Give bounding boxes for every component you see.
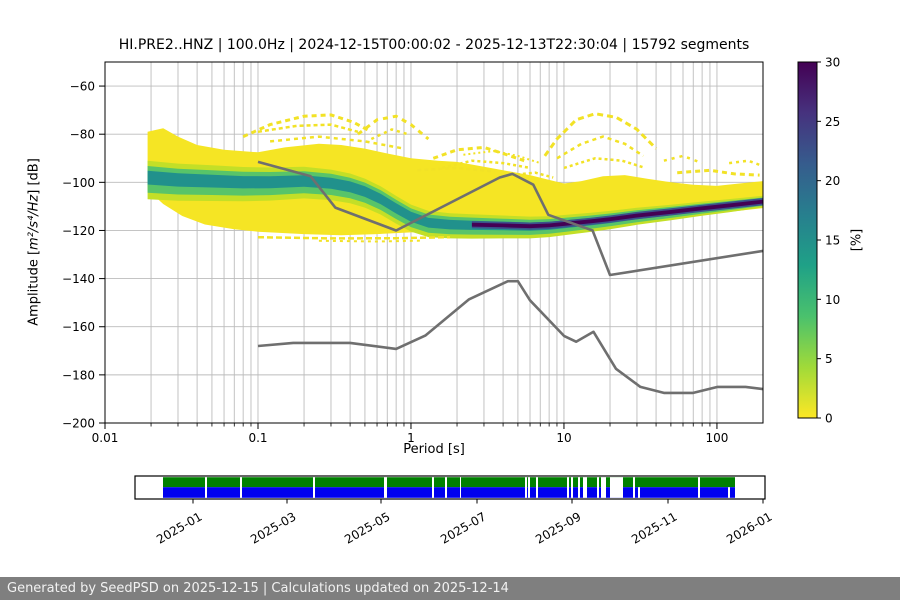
- date-tick-label: 2025-01: [154, 509, 204, 546]
- ppsd-density: [147, 128, 764, 239]
- date-tick-label: 2025-11: [629, 509, 679, 546]
- colorbar: 0 5 10 15 20 25 30: [797, 56, 840, 426]
- y-tick-label: −180: [62, 368, 95, 382]
- availability-gap: [432, 477, 434, 498]
- date-tick-label: 2025-09: [533, 509, 583, 546]
- date-tick-label: 2026-01: [724, 509, 774, 546]
- availability-gap: [698, 477, 700, 498]
- x-tick-label: 0.1: [248, 431, 267, 445]
- x-axis-label: Period [s]: [403, 442, 465, 457]
- colorbar-tick-label: 25: [825, 115, 840, 129]
- chart-title: HI.PRE2..HNZ | 100.0Hz | 2024-12-15T00:0…: [118, 37, 750, 53]
- ppsd-speckles: [242, 112, 762, 243]
- availability-gap-blue: [728, 487, 730, 498]
- colorbar-tick-label: 20: [825, 174, 840, 188]
- availability-bar: 2025-01 2025-03 2025-05 2025-07 2025-09 2025-…: [134, 475, 775, 547]
- availability-gap-blue: [638, 487, 640, 498]
- y-tick-label: −160: [62, 320, 95, 334]
- availability-gap: [610, 477, 623, 498]
- y-tick-label: −100: [62, 176, 95, 190]
- availability-gap: [567, 477, 569, 498]
- availability-gap: [313, 477, 315, 498]
- x-tick-label: 1: [407, 431, 415, 445]
- x-tick-label: 100: [705, 431, 728, 445]
- date-tick-label: 2025-03: [248, 509, 298, 546]
- colorbar-tick-label: 10: [825, 293, 840, 307]
- date-tick-label: 2025-07: [438, 509, 488, 546]
- availability-gap: [460, 477, 461, 498]
- y-tick-label: −140: [62, 272, 95, 286]
- availability-gap: [528, 477, 530, 498]
- x-tick-label: 0.01: [92, 431, 119, 445]
- y-tick-label: −60: [70, 80, 95, 94]
- availability-green-track: [163, 477, 735, 488]
- availability-gap: [445, 477, 447, 498]
- date-tick-label: 2025-05: [342, 509, 392, 546]
- colorbar-tick-label: 30: [825, 56, 840, 70]
- availability-gap: [583, 477, 587, 498]
- colorbar-tick-label: 15: [825, 234, 840, 248]
- availability-gap: [597, 477, 599, 498]
- footer-text: Generated by SeedPSD on 2025-12-15 | Cal…: [7, 581, 509, 596]
- noise-models: [257, 160, 764, 395]
- availability-gap: [205, 477, 207, 498]
- colorbar-tick-label: 5: [825, 352, 833, 366]
- band-teal: [147, 170, 764, 231]
- ppsd-chart-canvas: 0.01 0.1 1 10 100−60−80−100−120−140−160−180−…: [62, 56, 840, 547]
- x-tick-label: 10: [556, 431, 571, 445]
- availability-gap: [633, 477, 635, 498]
- y-tick-label: −80: [70, 128, 95, 142]
- y-tick-label: −120: [62, 224, 95, 238]
- plot-grid: [105, 62, 763, 423]
- nlnm-line: [257, 279, 764, 395]
- availability-gap: [384, 477, 387, 498]
- availability-gap: [578, 477, 580, 498]
- y-tick-label: −200: [62, 417, 95, 431]
- availability-blue-track: [163, 487, 735, 498]
- availability-gap: [601, 477, 606, 498]
- availability-gap: [536, 477, 538, 498]
- footer-bar: Generated by SeedPSD on 2025-12-15 | Cal…: [0, 577, 900, 600]
- colorbar-tick-label: 0: [825, 412, 833, 426]
- ridge-dark: [471, 199, 763, 229]
- availability-gap: [240, 477, 242, 498]
- nhnm-line: [257, 160, 764, 277]
- availability-gap: [571, 477, 573, 498]
- plot-axes: 0.01 0.1 1 10 100 −60 −80 −100 −120 −140 −160 −180 −…: [62, 61, 764, 445]
- availability-gap: [525, 477, 527, 498]
